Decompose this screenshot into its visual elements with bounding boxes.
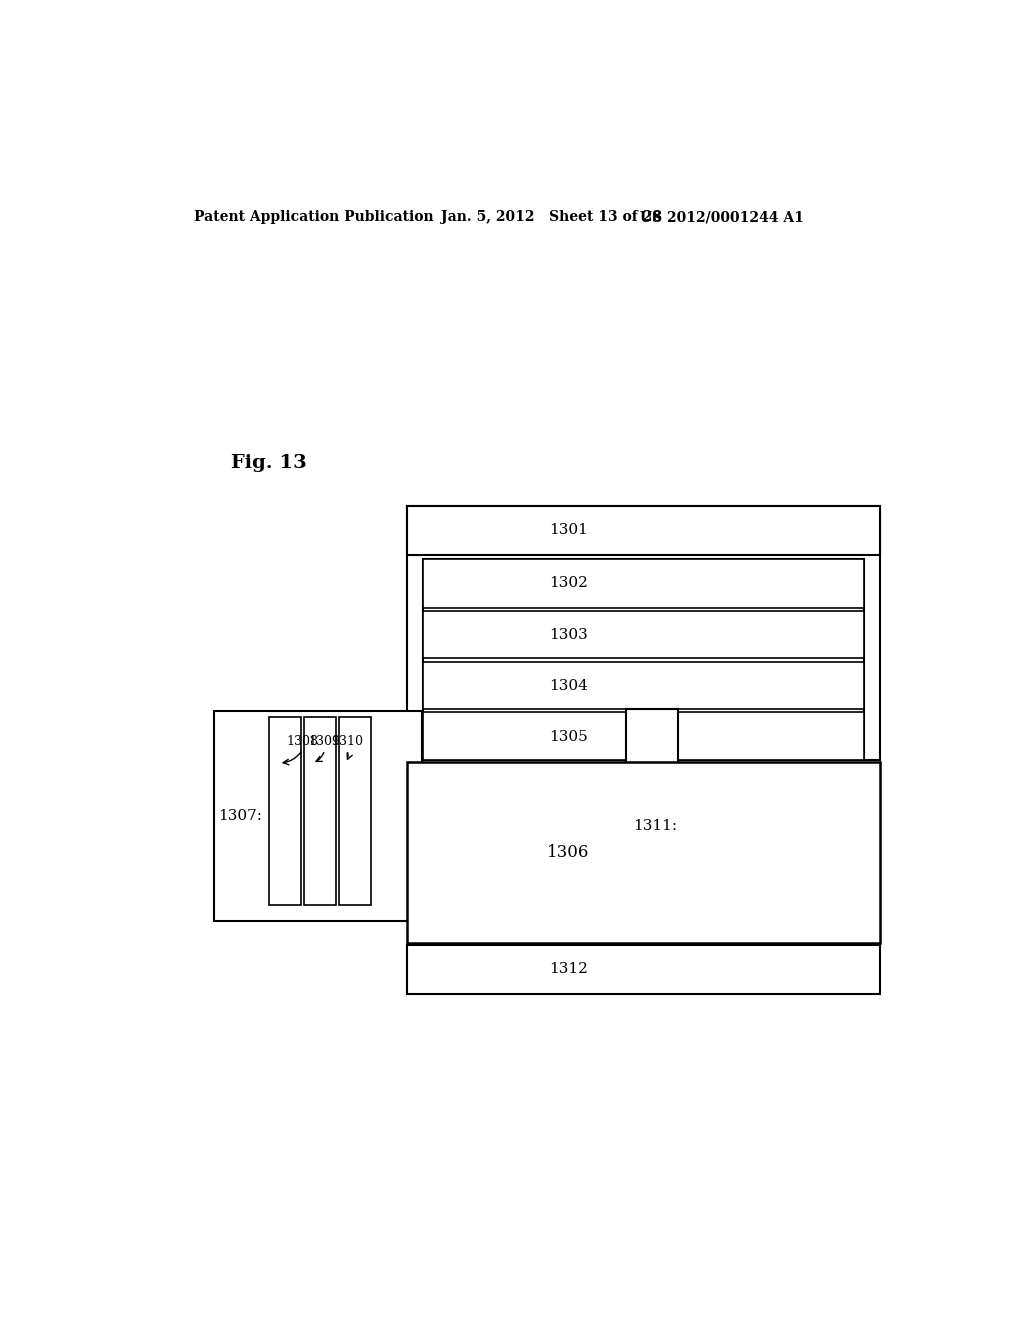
Text: Jan. 5, 2012   Sheet 13 of 28: Jan. 5, 2012 Sheet 13 of 28 xyxy=(441,210,663,224)
Text: 1303: 1303 xyxy=(549,628,588,642)
Bar xyxy=(408,762,880,942)
Bar xyxy=(423,611,863,659)
Bar xyxy=(214,711,422,921)
Bar xyxy=(304,718,336,906)
Bar xyxy=(423,713,863,760)
Bar xyxy=(627,709,678,942)
Text: 1306: 1306 xyxy=(547,843,590,861)
Bar xyxy=(339,718,371,906)
Text: 1308: 1308 xyxy=(287,735,318,748)
Text: 1302: 1302 xyxy=(549,577,588,590)
Bar xyxy=(423,661,863,709)
Text: Fig. 13: Fig. 13 xyxy=(231,454,307,473)
Text: 1312: 1312 xyxy=(549,962,588,977)
Text: Patent Application Publication: Patent Application Publication xyxy=(194,210,433,224)
Text: 1305: 1305 xyxy=(549,730,588,743)
Bar xyxy=(423,558,863,760)
Text: 1301: 1301 xyxy=(549,524,588,537)
Bar xyxy=(423,558,863,607)
Text: US 2012/0001244 A1: US 2012/0001244 A1 xyxy=(640,210,804,224)
Text: 1307:: 1307: xyxy=(218,809,262,822)
Text: 1309: 1309 xyxy=(309,735,341,748)
Bar xyxy=(408,506,880,760)
Bar xyxy=(408,945,880,994)
Text: 1311:: 1311: xyxy=(633,820,677,833)
Bar xyxy=(269,718,301,906)
Text: 1310: 1310 xyxy=(331,735,364,748)
Text: 1304: 1304 xyxy=(549,678,588,693)
Bar xyxy=(408,506,880,554)
